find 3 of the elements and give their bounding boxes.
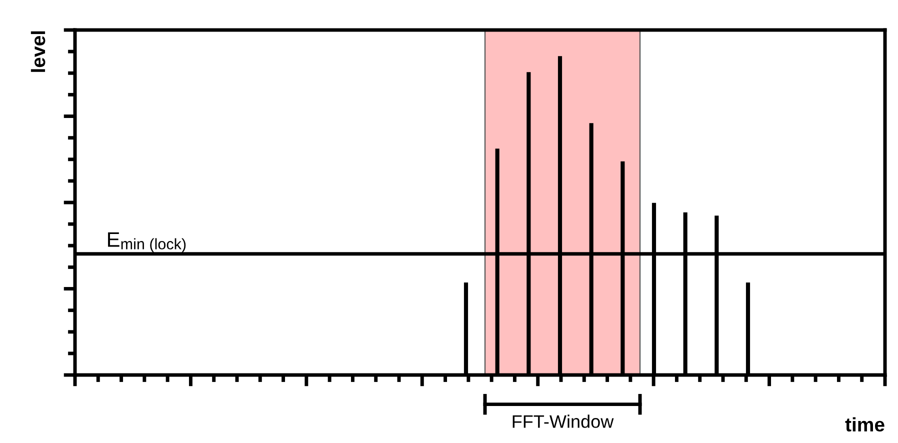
text: FFT-Window (512, 414, 614, 428)
text: level (30, 31, 46, 72)
x-axis-title: time (845, 417, 884, 432)
